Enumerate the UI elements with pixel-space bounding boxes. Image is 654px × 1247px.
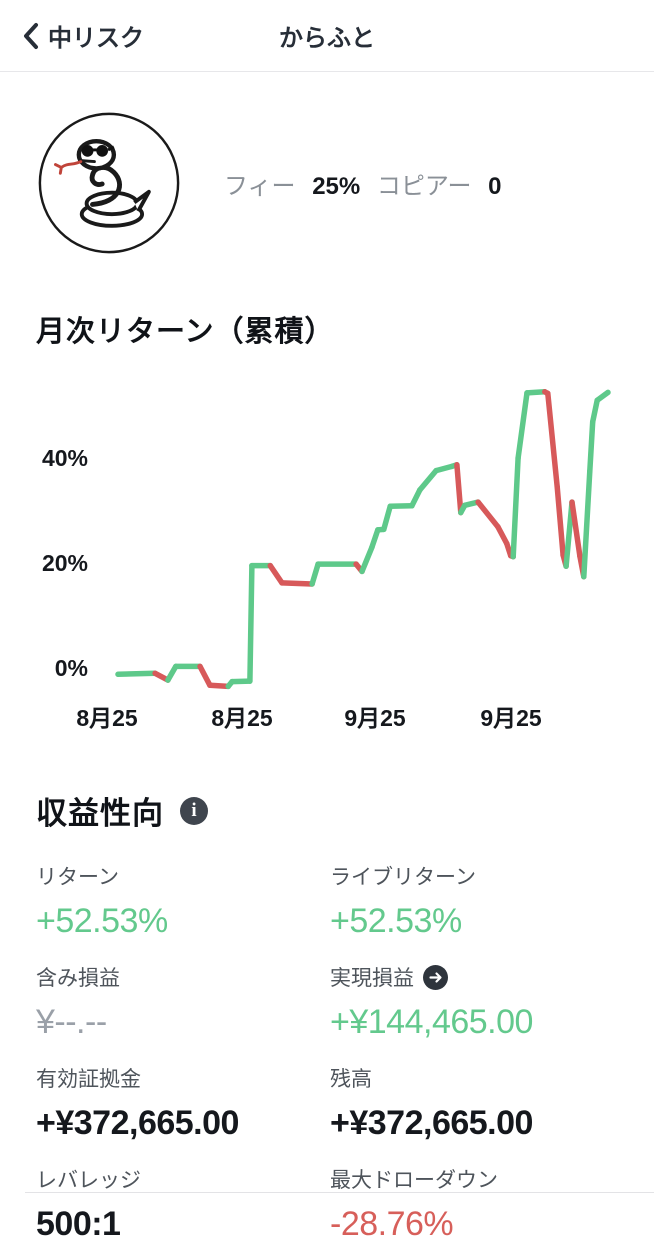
x-axis-tick: 8月25	[76, 705, 138, 731]
sunglasses-icon	[81, 145, 115, 157]
chart-title: 月次リターン（累積）	[36, 316, 335, 348]
stat-value: ¥--.--	[36, 1003, 107, 1041]
chart-line-segment	[115, 670, 158, 678]
stat-value: +¥372,665.00	[330, 1104, 533, 1142]
bottom-divider	[25, 1192, 654, 1193]
chart-line-segment	[267, 562, 285, 586]
chart-line-segment	[279, 580, 315, 587]
chart-line-segment	[594, 389, 611, 404]
stats-header: 収益性向 i	[36, 788, 618, 833]
y-axis-tick: 20%	[42, 550, 88, 576]
stat-equity: 有効証拠金 +¥372,665.00	[36, 1063, 330, 1146]
returns-chart: 0% 20% 40% 8月25 8月25 9月25 9月25	[0, 368, 654, 738]
chart-line-segment	[417, 467, 439, 493]
chart-line-segment	[545, 390, 560, 490]
chart-line-segment	[387, 503, 415, 510]
trader-profile-row: フィー 25% コピアー 0	[0, 72, 654, 256]
chart-line-segment	[247, 562, 255, 684]
chart-line-segment	[554, 484, 566, 558]
stat-realized-pnl: 実現損益 +¥144,465.00	[330, 962, 618, 1045]
chart-line-segment	[229, 678, 253, 685]
stat-unrealized-pnl: 含み損益 ¥--.--	[36, 962, 330, 1045]
stat-label: 実現損益	[330, 967, 414, 990]
chart-line-segment	[515, 390, 530, 461]
y-axis-tick: 40%	[42, 445, 88, 471]
y-axis-tick: 0%	[55, 655, 88, 681]
copiers-label: コピアー	[376, 172, 472, 200]
stat-live-return: ライブリターン +52.53%	[330, 861, 618, 944]
chart-line-segment	[524, 389, 548, 396]
chart-line-segment	[359, 544, 375, 575]
chart-line-segment	[409, 487, 423, 509]
stat-label: レバレッジ	[36, 1169, 141, 1192]
back-button[interactable]: 中リスク	[20, 18, 144, 53]
chart-line-segment	[309, 561, 321, 587]
snake-tongue	[54, 160, 83, 175]
stat-return: リターン +52.53%	[36, 861, 330, 944]
nav-bar: 中リスク からふと	[0, 0, 654, 72]
info-icon[interactable]: i	[180, 796, 208, 825]
chart-line-segment	[197, 663, 213, 689]
stat-label: ライブリターン	[330, 866, 476, 889]
chart-line-segment	[510, 455, 521, 560]
fee-label: フィー	[224, 172, 296, 200]
snake-tail	[133, 189, 151, 213]
avatar	[38, 112, 180, 254]
x-axis-tick: 9月25	[480, 705, 542, 731]
stat-value: +52.53%	[36, 902, 168, 940]
stat-value: +¥372,665.00	[36, 1104, 239, 1142]
stat-label: 有効証拠金	[36, 1068, 141, 1091]
chart-line-segment	[207, 682, 231, 690]
stats-grid: リターン +52.53% ライブリターン +52.53% 含み損益 ¥--.--…	[36, 861, 618, 1247]
back-button-label: 中リスク	[48, 25, 144, 52]
chart-line-segment	[589, 397, 600, 425]
stat-value: -28.76%	[330, 1205, 454, 1243]
stat-label: 最大ドローダウン	[330, 1169, 498, 1192]
fee-copier-line: フィー 25% コピアー 0	[224, 166, 502, 201]
chart-line-segment	[587, 419, 596, 474]
stat-value: +52.53%	[330, 902, 462, 940]
copiers-value: 0	[488, 172, 502, 200]
stat-balance: 残高 +¥372,665.00	[330, 1063, 618, 1146]
fee-value: 25%	[312, 172, 361, 200]
chart-line-segment	[495, 524, 510, 547]
stat-max-drawdown: 最大ドローダウン -28.76%	[330, 1164, 618, 1247]
stats-section-title: 収益性向	[36, 796, 164, 831]
stat-label: リターン	[36, 866, 119, 889]
returns-chart-svg: 0% 20% 40% 8月25 8月25 9月25 9月25	[42, 389, 611, 731]
stat-value: +¥144,465.00	[330, 1003, 533, 1041]
x-axis-tick: 9月25	[344, 705, 406, 731]
arrow-right-icon[interactable]	[423, 964, 448, 990]
chart-line-segment	[454, 462, 464, 516]
chart-line-segment	[475, 499, 501, 530]
chart-line-segment	[369, 527, 381, 551]
chart-line-segment	[569, 499, 583, 559]
stat-value: 500:1	[36, 1205, 121, 1243]
chart-line-segment	[381, 503, 393, 533]
x-axis-tick: 8月25	[211, 705, 273, 731]
stat-label: 含み損益	[36, 967, 120, 990]
chart-line-segment	[581, 468, 593, 580]
stat-leverage: レバレッジ 500:1	[36, 1164, 330, 1247]
back-chevron-icon	[24, 22, 38, 49]
stat-label: 残高	[330, 1068, 372, 1091]
